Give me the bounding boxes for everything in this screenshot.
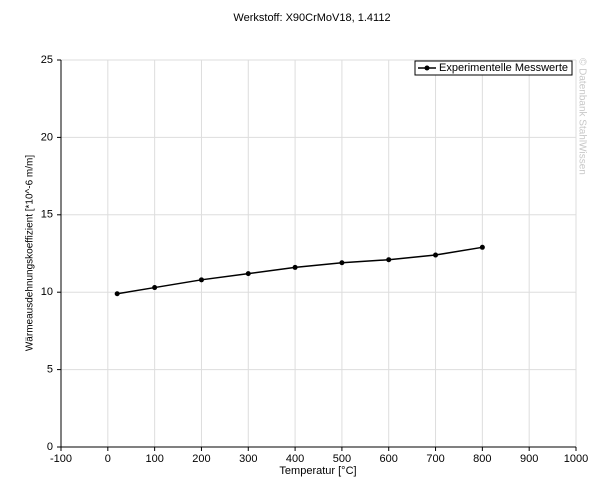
y-tick-label: 5 <box>47 364 53 376</box>
x-tick-label: 700 <box>426 453 444 465</box>
y-axis-label: Wärmeausdehnungskoeffizient [*10^-6 m/m] <box>25 155 36 351</box>
data-point <box>152 285 158 291</box>
y-tick-label: 20 <box>41 131 53 143</box>
data-point <box>245 271 251 277</box>
x-tick-label: 600 <box>380 453 398 465</box>
x-axis-label: Temperatur [°C] <box>279 465 356 477</box>
watermark: © Datenbank StahlWissen <box>576 58 587 175</box>
x-tick-label: -100 <box>50 453 72 465</box>
legend-label: Experimentelle Messwerte <box>439 62 568 74</box>
chart-title: Werkstoff: X90CrMoV18, 1.4112 <box>233 12 390 24</box>
x-tick-label: 500 <box>333 453 351 465</box>
data-point <box>479 244 485 250</box>
x-tick-label: 300 <box>239 453 257 465</box>
x-tick-label: 400 <box>286 453 304 465</box>
legend-box <box>414 60 573 76</box>
data-point <box>433 252 439 258</box>
x-tick-label: 0 <box>105 453 111 465</box>
data-point <box>114 291 120 297</box>
data-point <box>198 277 204 283</box>
data-point <box>339 260 345 266</box>
x-tick-label: 1000 <box>564 453 588 465</box>
y-tick-label: 25 <box>41 54 53 66</box>
data-point <box>292 264 298 270</box>
y-tick-label: 10 <box>41 286 53 298</box>
legend-marker <box>424 65 430 71</box>
y-tick-label: 0 <box>47 441 53 453</box>
x-tick-label: 900 <box>520 453 538 465</box>
x-tick-label: 200 <box>192 453 210 465</box>
data-line <box>117 246 483 295</box>
x-tick-label: 800 <box>473 453 491 465</box>
y-tick-label: 15 <box>41 209 53 221</box>
x-tick-label: 100 <box>145 453 163 465</box>
data-point <box>386 257 392 263</box>
